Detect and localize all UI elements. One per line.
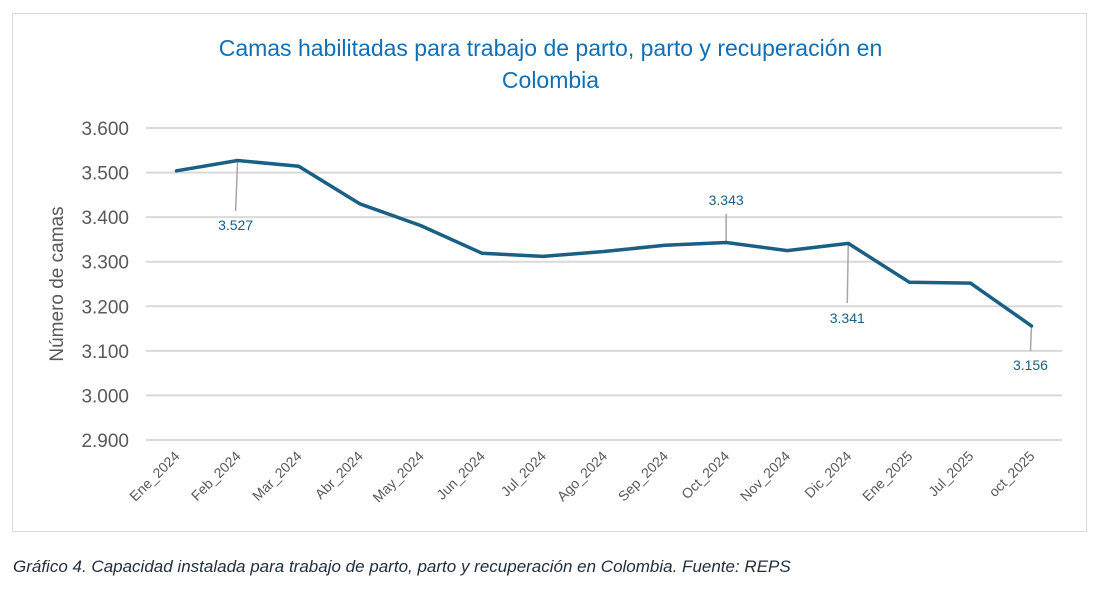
data-point xyxy=(663,243,667,247)
y-tick-label: 3.500 xyxy=(81,164,129,185)
data-point xyxy=(968,281,972,285)
data-label: 3.156 xyxy=(1013,357,1048,373)
x-tick-label: Mar_2024 xyxy=(249,448,305,504)
annotation-leaders xyxy=(234,160,1033,352)
x-tick-label: Oct_2024 xyxy=(678,448,732,502)
x-tick-label: Dic_2024 xyxy=(801,448,854,501)
data-point xyxy=(846,241,850,245)
x-tick-label: Ago_2024 xyxy=(554,448,611,505)
y-axis-label: Número de camas xyxy=(47,206,68,361)
x-tick-label: Ene_2025 xyxy=(859,448,916,505)
data-label: 3.343 xyxy=(709,192,744,208)
chart-title-line-1: Camas habilitadas para trabajo de parto,… xyxy=(218,35,883,61)
chart-title-line-2: Colombia xyxy=(501,67,600,93)
y-tick-label: 3.200 xyxy=(81,297,129,318)
data-point xyxy=(602,249,606,253)
data-point xyxy=(724,241,728,245)
x-tick-label: Jun_2024 xyxy=(433,448,488,503)
x-tick-label: Ene_2024 xyxy=(126,448,183,505)
chart-title: Camas habilitadas para trabajo de parto,… xyxy=(0,32,1101,96)
gridlines xyxy=(146,127,1062,441)
data-points xyxy=(175,159,1033,328)
annotation-leader xyxy=(846,243,850,304)
x-tick-label: Feb_2024 xyxy=(188,448,244,504)
y-tick-label: 3.300 xyxy=(81,253,129,274)
data-point xyxy=(1029,324,1033,328)
data-point xyxy=(480,251,484,255)
x-tick-label: May_2024 xyxy=(369,448,427,506)
data-label: 3.341 xyxy=(830,310,865,326)
x-tick-label: Jul_2024 xyxy=(498,448,550,500)
y-tick-label: 3.400 xyxy=(81,208,129,229)
x-tick-label: Abr_2024 xyxy=(312,448,366,502)
data-point xyxy=(541,254,545,258)
data-labels: 3.527 3.343 3.341 3.156 xyxy=(218,192,1048,373)
y-axis-ticks: 2.900 3.000 3.100 3.200 3.300 3.400 3.500 3.600 xyxy=(81,119,129,452)
data-point xyxy=(236,159,240,163)
y-tick-label: 3.100 xyxy=(81,342,129,363)
data-point xyxy=(907,280,911,284)
figure-caption: Gráfico 4. Capacidad instalada para trab… xyxy=(13,557,791,576)
x-axis-ticks: Ene_2024 Feb_2024 Mar_2024 Abr_2024 May_2024… xyxy=(126,448,1038,506)
data-point xyxy=(785,249,789,253)
data-point xyxy=(297,164,301,168)
x-tick-label: Sep_2024 xyxy=(615,448,672,505)
data-point xyxy=(175,169,179,173)
series-line xyxy=(174,158,1034,328)
annotation-leader xyxy=(234,160,239,212)
x-tick-label: Nov_2024 xyxy=(737,448,794,505)
line-chart: 2.900 3.000 3.100 3.200 3.300 3.400 3.500 3.600… xyxy=(47,119,1062,506)
x-tick-label: Jul_2025 xyxy=(925,448,977,500)
chart-frame xyxy=(12,13,1087,532)
data-point xyxy=(358,202,362,206)
annotation-leader xyxy=(1029,325,1033,352)
data-label: 3.527 xyxy=(218,217,253,233)
y-tick-label: 3.000 xyxy=(81,386,129,407)
y-tick-label: 3.600 xyxy=(81,119,129,140)
data-point xyxy=(419,224,423,228)
x-tick-label: oct_2025 xyxy=(986,448,1038,500)
y-tick-label: 2.900 xyxy=(81,431,129,452)
